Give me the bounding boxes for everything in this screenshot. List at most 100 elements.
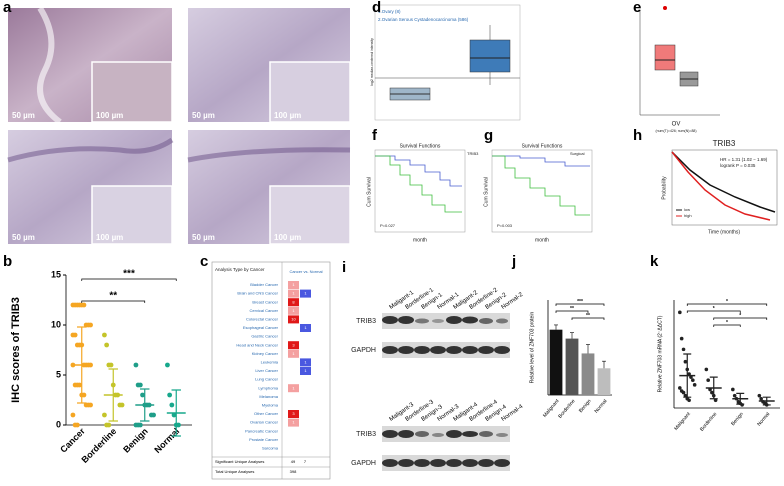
x-tick-label: Borderline: [699, 411, 718, 432]
significance-bracket: [81, 278, 177, 281]
data-point: [88, 402, 93, 408]
error-bar: [77, 326, 87, 404]
blot-row: TRIB3: [356, 431, 376, 438]
x-label-g: month: [535, 237, 549, 243]
heat-cell: [300, 367, 311, 375]
cancer-name: Sarcoma: [262, 445, 279, 450]
data-point: [102, 412, 107, 418]
bar: [597, 368, 611, 395]
data-point: [102, 332, 107, 338]
significance-label: *: [726, 299, 728, 305]
scale-label: 100 µm: [96, 111, 123, 120]
legend-h: high: [684, 213, 692, 218]
y-label-d: log2 median-centered intensity: [370, 38, 374, 86]
data-point: [704, 367, 709, 372]
legend-title-g: Surgical: [570, 151, 585, 156]
data-point: [70, 412, 76, 418]
hr-h: HR = 1.31 (1.02 − 1.69): [720, 157, 768, 162]
error-bar: [554, 324, 558, 330]
legend-d: 2.Ovarian Serous Cystadenocarcinoma (586…: [378, 17, 469, 22]
x-tick-label: Benign: [121, 426, 150, 455]
heat-cell: [288, 418, 299, 427]
data-point: [731, 387, 735, 392]
footer-label: Significant Unique Analyses: [215, 459, 264, 464]
error-bar: [171, 389, 181, 437]
error-bar: [709, 376, 718, 400]
data-point: [176, 422, 181, 428]
cancer-name: Leukemia: [261, 359, 279, 364]
significance-bracket: [555, 310, 589, 313]
cancer-name: Gastric Cancer: [251, 334, 278, 339]
significance-label: **: [586, 313, 590, 319]
footer-label: Total Unique Analyses: [215, 469, 254, 474]
data-point: [104, 342, 110, 348]
p-f: P=0.027: [380, 223, 396, 228]
legend-h: low: [684, 207, 690, 212]
x-tick-label: Malignant: [673, 411, 692, 432]
error-bar: [570, 332, 574, 339]
micrographs: [7, 6, 351, 245]
cell-count: 1: [292, 351, 295, 356]
x-tick-label: Benign: [578, 398, 593, 414]
cancer-name: Liver Cancer: [255, 368, 278, 373]
panel-label: c: [200, 253, 208, 270]
error-bar: [586, 344, 590, 354]
data-point: [167, 392, 173, 398]
panel-label: a: [3, 0, 12, 16]
scale-label: 50 µm: [12, 111, 35, 120]
title-f: Survival Functions: [400, 143, 441, 149]
footer-value: 49: [291, 459, 296, 464]
heat-cell: [288, 306, 299, 315]
cancer-name: Breast Cancer: [252, 299, 278, 304]
panel-label: f: [372, 127, 378, 144]
y-axis-label: IHC scores of TRIB3: [10, 297, 22, 403]
y-axis-label: Relative ZNF703 mRNA (2⁻ΔΔCT): [657, 315, 663, 392]
x-tick-label: Borderline: [557, 398, 576, 419]
heat-cell: [300, 358, 311, 367]
cancer-name: Brain and CNS Cancer: [237, 291, 278, 296]
cancer-name: Ovarian Cancer: [250, 420, 279, 425]
data-point: [683, 393, 688, 398]
data-point: [713, 398, 718, 403]
label-e: OV: [672, 122, 681, 128]
y-label-h: Probability: [661, 176, 667, 200]
legend-d: 1.Ovary (8): [378, 9, 401, 14]
significance-label: ***: [123, 269, 135, 280]
y-label-f: Cum Survival: [366, 177, 372, 207]
significance-bracket: [81, 300, 146, 303]
bar: [581, 353, 595, 395]
significance-label: ***: [577, 299, 583, 305]
title-h: TRIB3: [713, 139, 736, 148]
cancer-name: Esophageal Cancer: [243, 325, 279, 330]
significance-label: *: [739, 313, 741, 319]
panel-label: k: [650, 253, 659, 270]
y-label-g: Cum Survival: [483, 177, 489, 207]
cell-count: 3: [292, 342, 295, 347]
significance-label: *: [726, 320, 728, 326]
cell-count: 1: [304, 291, 307, 296]
data-point: [757, 393, 762, 398]
y-axis-label: Relative level of ZNF703 protein: [529, 312, 535, 384]
cell-count: 3: [292, 411, 295, 416]
panel-label: j: [511, 253, 516, 270]
cancer-name: Colorectal Cancer: [246, 316, 279, 321]
cell-count: 1: [292, 420, 295, 425]
cell-count: 1: [292, 385, 295, 390]
table-header: Analysis Type by Cancer: [215, 267, 265, 272]
y-tick-label: 0: [56, 419, 61, 429]
heat-cell: [288, 281, 299, 289]
x-tick-label: Normal: [756, 411, 771, 427]
heat-cell: [288, 349, 299, 358]
cancer-name: Lymphoma: [258, 385, 278, 390]
data-point: [81, 302, 87, 308]
title-g: Survival Functions: [522, 143, 563, 149]
error-bar: [140, 388, 150, 422]
scale-label: 50 µm: [12, 233, 35, 242]
data-point: [683, 359, 688, 364]
heat-cell: [288, 315, 299, 324]
error-bar: [108, 368, 118, 422]
panel-label: d: [372, 0, 381, 16]
data-point: [679, 336, 684, 341]
cancer-name: Pancreatic Cancer: [245, 428, 279, 433]
